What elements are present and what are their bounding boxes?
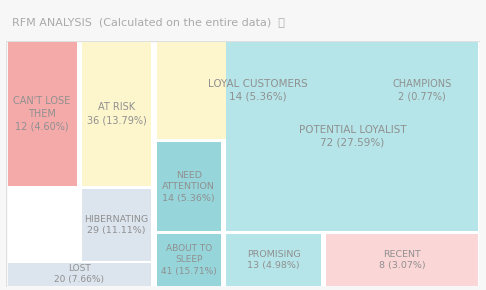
Text: ABOUT TO
SLEEP
41 (15.71%): ABOUT TO SLEEP 41 (15.71%) [161, 244, 217, 276]
Bar [8, 263, 151, 286]
Text: RFM ANALYSIS  (Calculated on the entire data)  ⓘ: RFM ANALYSIS (Calculated on the entire d… [12, 17, 285, 26]
Bar [327, 234, 478, 286]
Bar [82, 41, 151, 186]
Text: POTENTIAL LOYALIST
72 (27.59%): POTENTIAL LOYALIST 72 (27.59%) [298, 125, 406, 148]
Bar [156, 41, 360, 139]
Bar [156, 142, 221, 231]
Text: AT RISK
36 (13.79%): AT RISK 36 (13.79%) [87, 102, 146, 125]
Text: CAN'T LOSE
THEM
12 (4.60%): CAN'T LOSE THEM 12 (4.60%) [14, 96, 71, 132]
Bar [226, 234, 321, 286]
Text: LOST
20 (7.66%): LOST 20 (7.66%) [54, 264, 104, 284]
Text: HIBERNATING
29 (11.11%): HIBERNATING 29 (11.11%) [85, 215, 149, 235]
Text: RECENT
8 (3.07%): RECENT 8 (3.07%) [379, 250, 426, 270]
Text: NEED
ATTENTION
14 (5.36%): NEED ATTENTION 14 (5.36%) [162, 171, 215, 203]
Bar [82, 189, 151, 261]
Bar [365, 41, 478, 139]
Text: PROMISING
13 (4.98%): PROMISING 13 (4.98%) [247, 250, 300, 270]
Text: LOYAL CUSTOMERS
14 (5.36%): LOYAL CUSTOMERS 14 (5.36%) [208, 79, 308, 102]
Text: CHAMPIONS
2 (0.77%): CHAMPIONS 2 (0.77%) [392, 79, 451, 102]
Bar [156, 234, 221, 286]
Bar [226, 41, 478, 231]
Bar [8, 41, 76, 186]
